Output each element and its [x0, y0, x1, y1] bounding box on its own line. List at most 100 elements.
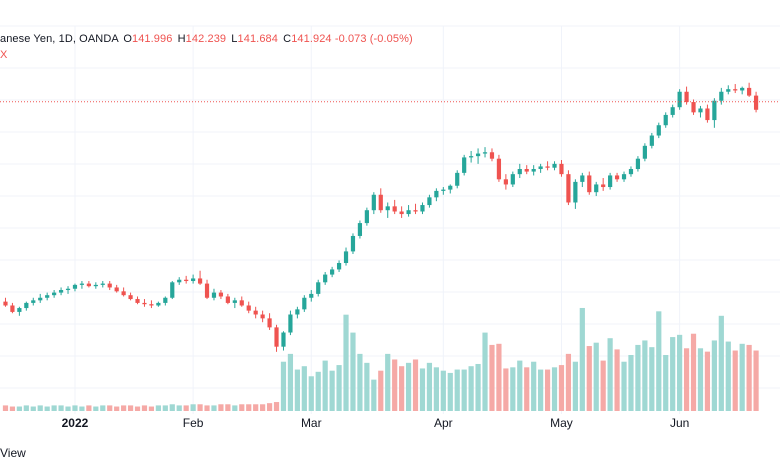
volume-bar — [176, 405, 182, 411]
candle-body — [712, 100, 717, 121]
candle-body — [427, 197, 432, 206]
candle-body — [316, 282, 321, 294]
candle-body — [274, 327, 279, 347]
candle-body — [573, 181, 578, 203]
volume-bar — [378, 370, 384, 411]
volume-bar — [134, 406, 141, 411]
volume-bar — [399, 366, 405, 411]
candle-body — [580, 175, 585, 182]
candle-body — [260, 314, 265, 319]
candle-body — [441, 189, 446, 191]
volume-bar — [426, 362, 433, 411]
open-value: 141.996 — [132, 33, 173, 45]
close-value: 141.924 — [291, 33, 332, 45]
candle-body — [211, 292, 217, 298]
volume-bar — [9, 406, 16, 411]
volume-bar — [218, 404, 224, 411]
candle-body — [302, 297, 307, 310]
candle-body — [343, 251, 349, 263]
candle-body — [121, 291, 126, 296]
candle-body — [204, 283, 210, 298]
volume-bar — [419, 368, 426, 411]
candle-body — [114, 287, 119, 292]
candle-body — [350, 235, 356, 252]
candle-body — [184, 279, 189, 282]
candle-body — [177, 279, 182, 283]
volume-bar — [489, 344, 495, 411]
volume-bar — [482, 332, 488, 411]
candle-body — [309, 293, 314, 298]
symbol-label[interactable]: anese Yen, 1D, OANDA — [0, 33, 119, 45]
volume-bar — [677, 334, 683, 411]
candle-body — [524, 169, 529, 172]
candle-body — [642, 145, 647, 159]
volume-bar — [433, 367, 439, 411]
candle-body — [510, 174, 515, 185]
volume-bar — [197, 404, 203, 411]
candle-body — [684, 91, 689, 103]
volume-bar — [579, 307, 585, 411]
candle-body — [163, 297, 168, 303]
candle-body — [267, 318, 272, 328]
candle-body — [628, 169, 634, 175]
candle-body — [378, 194, 383, 211]
candle-body — [753, 95, 759, 110]
candle-body — [434, 190, 439, 198]
volume-bar — [141, 405, 148, 411]
close-key: C — [283, 33, 292, 45]
candle-body — [357, 223, 363, 236]
candle-body — [503, 179, 508, 185]
volume-bar — [593, 342, 599, 411]
volume-bar — [86, 405, 92, 411]
low-value: 141.684 — [237, 33, 278, 45]
volume-bar — [690, 333, 697, 411]
x-tick-label: May — [550, 416, 573, 430]
volume-bar — [683, 348, 690, 411]
candle-body — [232, 300, 237, 303]
volume-bar — [746, 344, 752, 411]
candle-body — [24, 302, 29, 309]
candle-body — [475, 153, 481, 157]
volume-bar — [385, 353, 391, 411]
candle-body — [225, 296, 230, 303]
volume-bar — [628, 355, 634, 411]
volume-bar — [670, 337, 676, 411]
candle-body — [323, 274, 328, 283]
candle-body — [482, 152, 488, 154]
volume-bar — [697, 348, 704, 411]
volume-bar — [475, 363, 481, 411]
candle-body — [107, 283, 112, 288]
volume-bar — [162, 405, 168, 411]
volume-bar — [551, 367, 558, 411]
volume-bar — [350, 332, 356, 411]
volume-bar — [72, 405, 78, 411]
candle-body — [170, 282, 175, 298]
volume-bar — [51, 405, 57, 411]
volume-bar — [107, 405, 113, 411]
volume-bar — [739, 343, 745, 411]
volume-bar — [253, 404, 259, 411]
volume-bar — [732, 350, 738, 411]
volume-bar — [503, 368, 509, 411]
footer-text[interactable]: View — [0, 446, 26, 460]
candle-body — [691, 102, 696, 113]
volume-bar — [586, 346, 592, 411]
candle-body — [399, 211, 404, 215]
volume-bar — [266, 403, 273, 411]
candle-body — [281, 332, 286, 347]
x-tick-label: Feb — [183, 416, 204, 430]
candle-body — [364, 210, 369, 224]
candle-body — [670, 107, 675, 115]
high-key: H — [177, 33, 186, 45]
volume-bar — [405, 362, 412, 411]
volume-bar — [315, 371, 321, 411]
volume-bar — [607, 338, 613, 411]
volume-bar — [496, 343, 502, 411]
ohlc-legend: anese Yen, 1D, OANDA O141.996 H142.239 L… — [0, 33, 413, 45]
candle-body — [538, 166, 543, 170]
candle-body — [197, 278, 203, 284]
volume-bar — [565, 353, 572, 411]
volume-bar — [155, 405, 161, 411]
